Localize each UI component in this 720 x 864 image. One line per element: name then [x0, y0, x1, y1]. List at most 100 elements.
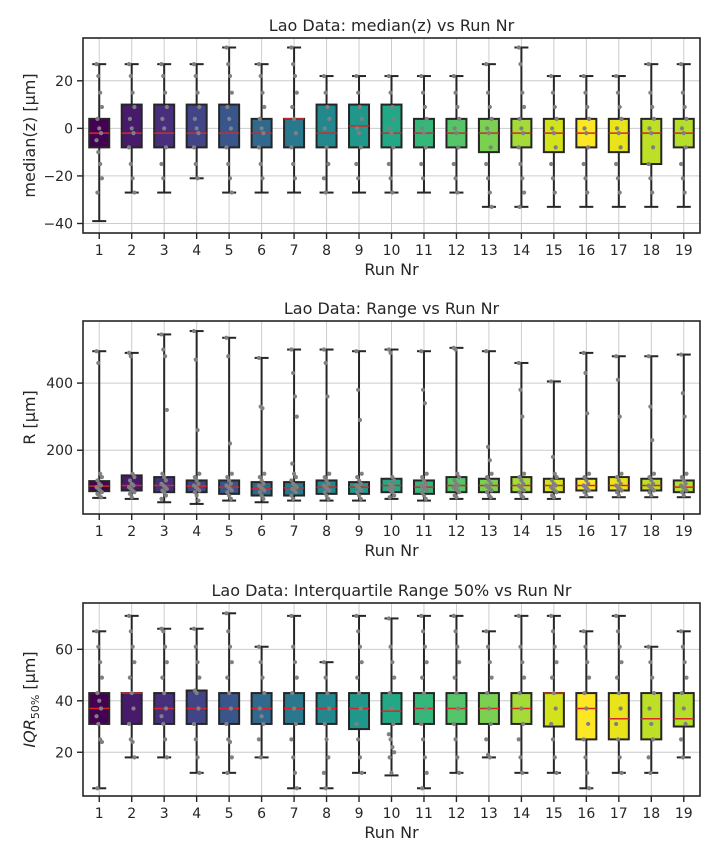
- data-point: [197, 488, 202, 493]
- data-point: [291, 644, 296, 649]
- data-point: [196, 498, 201, 503]
- data-point: [294, 90, 299, 95]
- x-tick-label: 16: [577, 524, 595, 540]
- data-point: [132, 104, 137, 110]
- y-tick-label: 20: [55, 74, 73, 90]
- data-point: [390, 104, 395, 110]
- data-point: [680, 391, 685, 396]
- data-point: [226, 161, 231, 167]
- x-tick-label: 11: [415, 243, 433, 259]
- data-point: [261, 481, 266, 486]
- x-tick-label: 10: [383, 243, 401, 259]
- box-run-5: [218, 335, 241, 502]
- data-point: [521, 104, 527, 110]
- x-tick-label: 6: [257, 243, 266, 259]
- data-point: [423, 706, 428, 711]
- x-tick-label: 1: [95, 243, 104, 259]
- data-point: [646, 62, 651, 67]
- box-run-12: [445, 345, 468, 500]
- y-label-unit: [µm]: [20, 651, 39, 694]
- data-point: [521, 675, 527, 680]
- x-tick-label: 16: [577, 806, 595, 822]
- data-point: [390, 190, 395, 195]
- data-point: [646, 354, 651, 359]
- data-point: [356, 737, 361, 742]
- data-point: [356, 478, 362, 483]
- data-point: [261, 131, 266, 136]
- data-point: [324, 478, 329, 483]
- x-tick-label: 7: [290, 243, 299, 259]
- data-point: [196, 131, 201, 136]
- data-point: [260, 406, 265, 411]
- data-point: [291, 161, 296, 167]
- data-point: [519, 478, 524, 483]
- data-point: [322, 126, 327, 131]
- data-point: [326, 481, 331, 486]
- data-point: [193, 73, 198, 79]
- data-point: [392, 116, 397, 121]
- data-point: [293, 131, 298, 136]
- x-tick-label: 18: [642, 243, 660, 259]
- data-point: [647, 126, 652, 131]
- data-point: [159, 332, 164, 337]
- data-point: [291, 62, 296, 67]
- data-point: [616, 131, 621, 136]
- data-point: [422, 401, 427, 406]
- data-point: [227, 176, 233, 181]
- data-point: [453, 737, 458, 742]
- data-point: [194, 690, 199, 696]
- data-point: [451, 161, 456, 167]
- data-point: [225, 490, 230, 495]
- data-point: [359, 488, 364, 493]
- data-point: [324, 737, 329, 742]
- data-point: [262, 104, 267, 110]
- data-point: [387, 755, 392, 760]
- data-point: [387, 690, 392, 696]
- data-point: [388, 176, 393, 181]
- data-point: [359, 770, 364, 775]
- x-tick-label: 19: [675, 524, 693, 540]
- data-point: [225, 770, 230, 775]
- data-point: [489, 204, 494, 209]
- data-point: [290, 690, 295, 696]
- data-point: [355, 126, 360, 131]
- data-point: [451, 613, 456, 618]
- data-point: [424, 770, 429, 775]
- box-run-13: [477, 629, 500, 760]
- iqr-box: [640, 117, 663, 166]
- box-run-9: [348, 349, 371, 502]
- data-point: [421, 690, 427, 696]
- data-point: [194, 493, 199, 498]
- data-point: [321, 660, 326, 665]
- data-point: [585, 104, 590, 110]
- data-point: [126, 721, 132, 727]
- data-point: [519, 126, 524, 131]
- data-point: [293, 490, 298, 495]
- data-point: [257, 490, 262, 495]
- data-point: [227, 441, 233, 446]
- data-point: [292, 394, 298, 399]
- data-point: [581, 737, 586, 742]
- data-point: [484, 62, 489, 67]
- data-point: [614, 474, 620, 480]
- data-point: [129, 126, 134, 131]
- data-point: [521, 131, 526, 136]
- x-tick-label: 11: [415, 806, 433, 822]
- data-point: [163, 706, 169, 711]
- data-point: [550, 454, 556, 460]
- data-point: [554, 116, 559, 121]
- data-point: [326, 755, 331, 760]
- box-run-8: [315, 73, 338, 195]
- data-point: [680, 644, 685, 649]
- data-point: [452, 126, 457, 131]
- data-point: [485, 644, 491, 649]
- data-point: [257, 116, 262, 121]
- data-point: [357, 417, 363, 423]
- box-run-19: [672, 352, 695, 499]
- x-tick-label: 13: [480, 806, 498, 822]
- data-point: [455, 190, 460, 195]
- data-point: [648, 90, 653, 95]
- data-point: [324, 145, 329, 150]
- data-point: [650, 145, 656, 150]
- data-point: [551, 131, 556, 136]
